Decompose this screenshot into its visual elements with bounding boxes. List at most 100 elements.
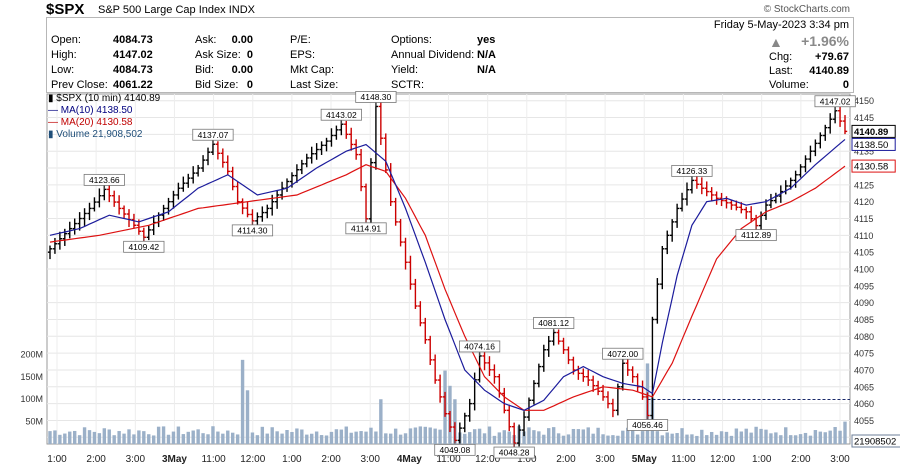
volume-bar [482,433,487,444]
volume-bar [354,431,358,444]
x-tick-label: 1:00 [517,454,537,465]
volume-bar [82,427,87,444]
annotation-label: 4072.00 [607,349,638,359]
volume-bar [670,433,674,444]
volume-bar [695,435,699,444]
volume-bar [53,430,57,444]
volume-bar [655,431,660,444]
volume-bar [379,399,383,444]
last-value: 4140.89 [809,65,849,77]
annotation-box [434,443,476,456]
volume-bar [216,431,220,444]
annotation-box [814,95,856,108]
volume-bar [384,433,388,444]
ask-size-label: Ask Size: [195,49,241,61]
annotation-label: 4143.02 [326,110,357,120]
volume-tick-label: 200M [20,349,43,359]
volume-bar [97,433,102,444]
x-tick-label: 12:00 [475,454,500,465]
chart-legend: ▮ $SPX (10 min) 4140.89 — MA(10) 4138.50… [48,93,160,141]
options-label: Options: [391,34,432,46]
annotation-box [602,347,644,360]
volume-bar [290,431,294,444]
change-arrow-icon: ▲ [769,34,783,50]
chg-value: +79.67 [815,51,849,63]
volume-bar [147,434,151,444]
volume-bar [364,431,368,444]
volume-tick-label: 150M [20,372,43,382]
y-tick-label: 4120 [854,197,874,207]
volume-bar [117,431,121,444]
volume-bar [719,431,724,444]
volume-bar [231,432,235,444]
volume-bar [339,429,344,444]
legend-ma10-text: MA(10) 4138.50 [60,105,133,116]
volume-bar [403,433,408,444]
pe-label: P/E: [290,34,311,46]
description-text: S&P 500 Large Cap Index [98,4,226,16]
volume-bar [556,433,561,444]
x-tick-label: 2:00 [791,454,811,465]
x-tick-label: 12:00 [710,454,735,465]
y-tick-label: 4125 [854,180,874,190]
volume-bar [369,427,373,444]
volume-bar [833,427,837,444]
volume-bar [166,434,171,444]
volume-bar [305,434,309,444]
annotation-box [123,240,165,253]
volume-bar [635,434,640,444]
annotation-box [671,164,713,177]
y-tick-label: 4115 [854,214,873,224]
legend-ma20: — MA(20) 4130.58 [48,117,133,128]
volume-tick-label: 100M [20,394,43,404]
annotation-box [320,108,362,121]
value-tag-text: 4130.58 [854,162,888,173]
dividend-value: N/A [477,49,496,61]
volume-bar [640,431,645,444]
ma10-line [49,138,846,411]
volume-bar [112,435,116,444]
annotation-label: 4056.46 [632,420,663,430]
x-tick-label: 3May [162,454,187,465]
annotation-label: 4048.28 [499,448,530,458]
volume-bar [576,429,581,444]
volume-bar [63,433,67,444]
volume-bar [265,433,269,444]
volume-bar [828,430,832,444]
volume-bar [487,426,492,444]
volume-bar [329,431,334,444]
volume-bar [314,431,319,444]
annotation-label: 4049.08 [440,445,471,455]
volume-bar [714,434,719,444]
volume-bar [581,429,585,444]
value-tag-ma10 [851,137,896,151]
y-tick-label: 4085 [854,315,874,325]
volume-bar [784,427,788,444]
x-tick-label: 4May [397,454,422,465]
volume-bar [68,431,72,444]
volume-bar [186,431,190,444]
volume-bar [798,434,803,444]
x-tick-label: 11:00 [201,454,226,465]
x-tick-label: 3:00 [595,454,615,465]
volume-bar [769,433,773,444]
options-value: yes [477,34,496,46]
volume-bar [665,432,669,444]
volume-bar [843,421,847,444]
annotation-box [735,229,777,242]
volume-bar [127,429,131,444]
volume-bar [260,426,265,444]
volume-bar [270,427,274,444]
x-tick-label: 1:00 [282,454,302,465]
volume-bar [561,435,566,444]
volume-bar [122,433,126,444]
volume-bar [764,429,768,444]
bid-size-label: Bid Size: [195,79,239,91]
volume-bar [359,431,363,444]
volume-bar [48,431,52,444]
volume-bar [453,399,457,444]
y-tick-label: 4065 [854,382,874,392]
volume-bar [542,434,546,444]
legend-price: ▮ $SPX (10 min) 4140.89 [48,93,161,104]
volume-bar [497,432,502,444]
